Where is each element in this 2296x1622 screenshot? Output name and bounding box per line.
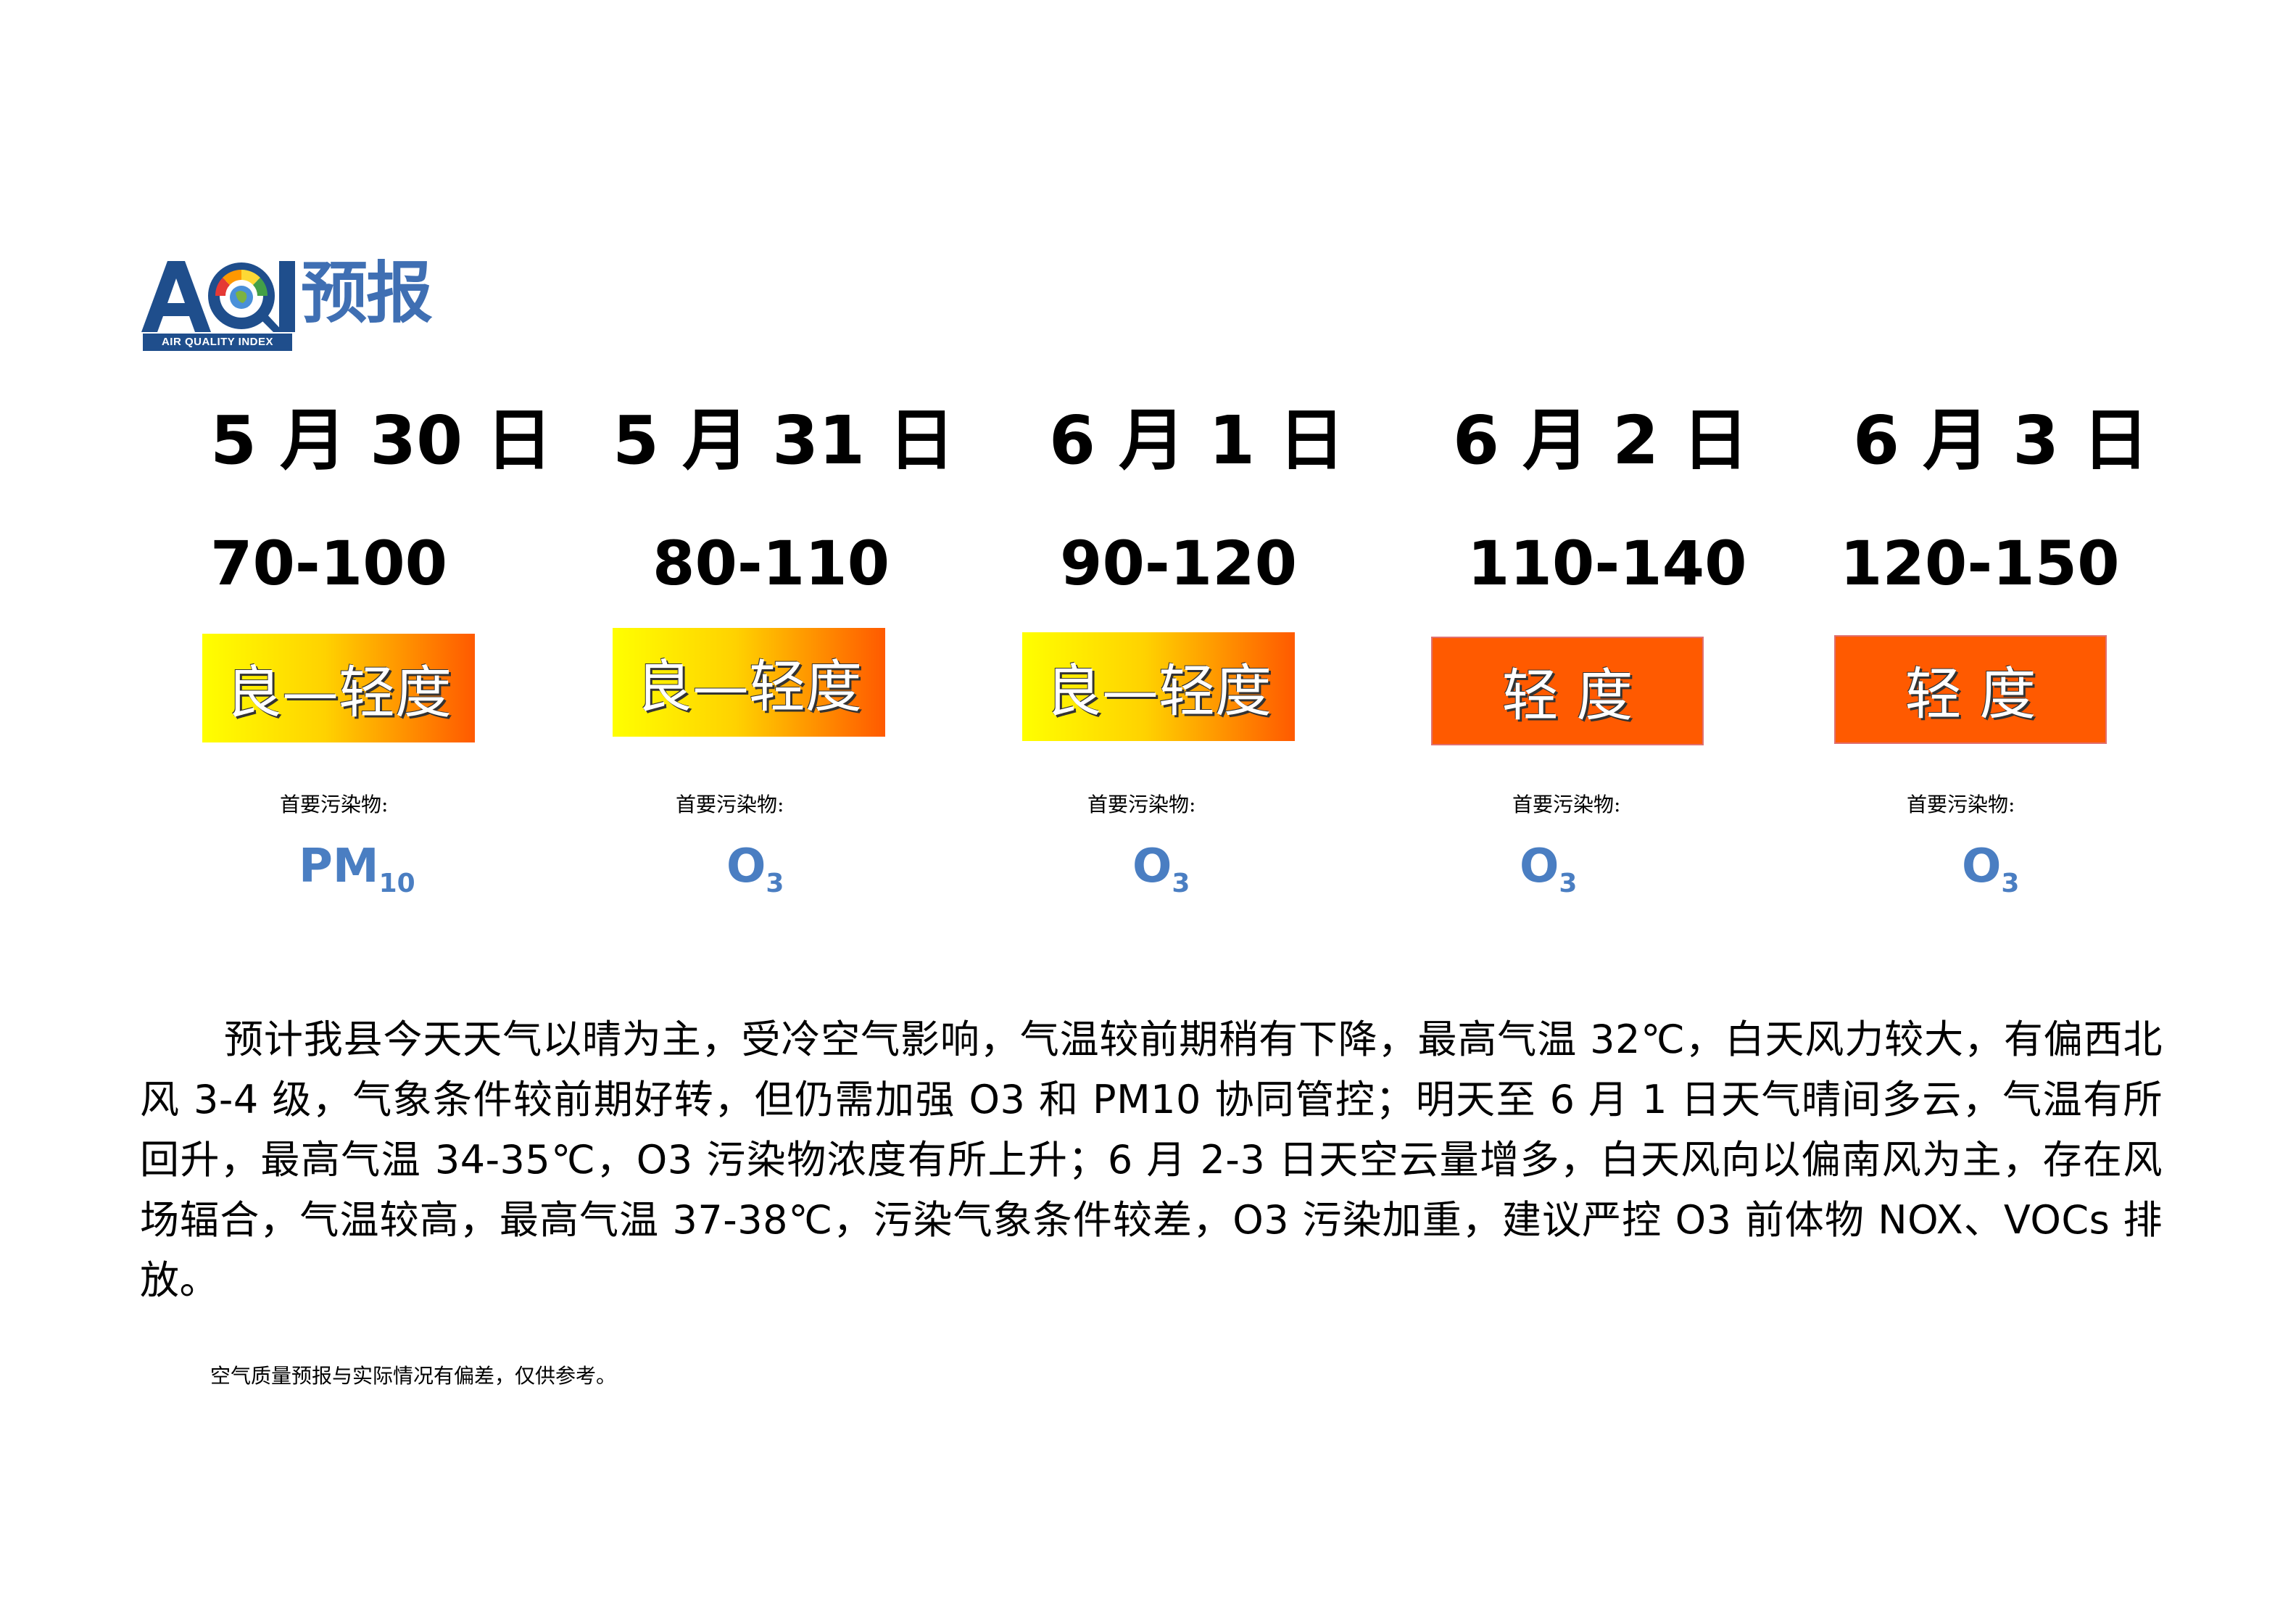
primary-pollutant: O3 xyxy=(1132,835,1190,915)
level-badge: 轻 度 xyxy=(1431,637,1704,745)
aqi-range: 80-110 xyxy=(652,528,890,599)
level-badge: 轻 度 xyxy=(1834,635,2107,744)
pollutant-symbol: O xyxy=(1132,840,1172,893)
level-badge: 良—轻度 xyxy=(1022,632,1295,741)
aqi-logo-mark xyxy=(141,261,295,332)
logo-subtitle: AIR QUALITY INDEX xyxy=(143,334,292,351)
primary-pollutant: O3 xyxy=(1520,835,1577,915)
pollutant-subscript: 3 xyxy=(2001,869,2020,898)
disclaimer: 空气质量预报与实际情况有偏差，仅供参考。 xyxy=(210,1364,617,1388)
pollutant-subscript: 3 xyxy=(1559,869,1578,898)
primary-pollutant: PM10 xyxy=(299,835,415,915)
pollutant-label: 首要污染物: xyxy=(280,793,389,816)
pollutant-subscript: 3 xyxy=(1172,869,1190,898)
aqi-logo: AIR QUALITY INDEX 预报 xyxy=(140,252,459,354)
forecast-date: 6 月 3 日 xyxy=(1853,402,2150,479)
forecast-date: 5 月 31 日 xyxy=(613,402,956,479)
pollutant-label: 首要污染物: xyxy=(1087,793,1196,816)
aqi-range: 90-120 xyxy=(1060,528,1298,599)
pollutant-subscript: 3 xyxy=(766,869,784,898)
forecast-date: 6 月 2 日 xyxy=(1453,402,1749,479)
aqi-range: 120-150 xyxy=(1840,528,2120,599)
pollutant-symbol: O xyxy=(1962,840,2002,893)
forecast-date: 6 月 1 日 xyxy=(1049,402,1346,479)
primary-pollutant: O3 xyxy=(1962,835,2019,915)
pollutant-symbol: O xyxy=(1520,840,1559,893)
aqi-range: 70-100 xyxy=(210,528,448,599)
pollutant-symbol: PM xyxy=(299,840,379,893)
pollutant-label: 首要污染物: xyxy=(1907,793,2015,816)
level-badge: 良—轻度 xyxy=(202,634,475,742)
forecast-description: 预计我县今天天气以晴为主，受冷空气影响，气温较前期稍有下降，最高气温 32℃，白… xyxy=(140,1017,2163,1303)
level-badge: 良—轻度 xyxy=(613,628,885,737)
logo-word: 预报 xyxy=(301,255,433,332)
aqi-range: 110-140 xyxy=(1467,528,1747,599)
pollutant-subscript: 10 xyxy=(378,869,415,898)
primary-pollutant: O3 xyxy=(726,835,784,915)
forecast-date: 5 月 30 日 xyxy=(210,402,553,479)
pollutant-symbol: O xyxy=(726,840,766,893)
pollutant-label: 首要污染物: xyxy=(1512,793,1621,816)
pollutant-label: 首要污染物: xyxy=(676,793,784,816)
